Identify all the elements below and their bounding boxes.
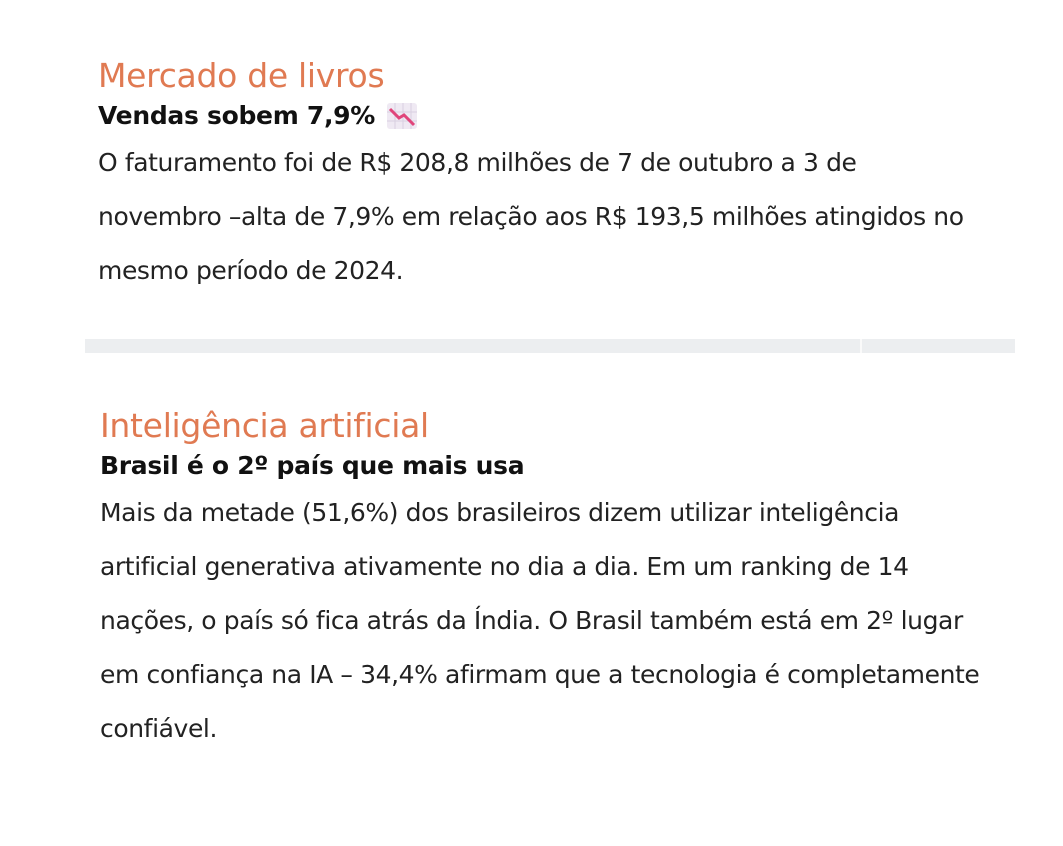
section-headline: Vendas sobem 7,9% — [98, 98, 998, 134]
section-artificial-intelligence: Inteligência artificial Brasil é o 2º pa… — [100, 404, 1000, 756]
section-divider — [85, 339, 1015, 353]
section-body: O faturamento foi de R$ 208,8 milhões de… — [98, 148, 964, 285]
section-body: Mais da metade (51,6%) dos brasileiros d… — [100, 498, 980, 743]
section-kicker: Mercado de livros — [98, 56, 385, 95]
headline-text: Vendas sobem 7,9% — [98, 101, 375, 130]
section-kicker: Inteligência artificial — [100, 406, 429, 445]
section-book-market: Mercado de livros Vendas sobem 7,9% O fa… — [98, 54, 998, 298]
chart-decreasing-icon — [386, 103, 417, 129]
section-headline: Brasil é o 2º país que mais usa — [100, 451, 525, 480]
